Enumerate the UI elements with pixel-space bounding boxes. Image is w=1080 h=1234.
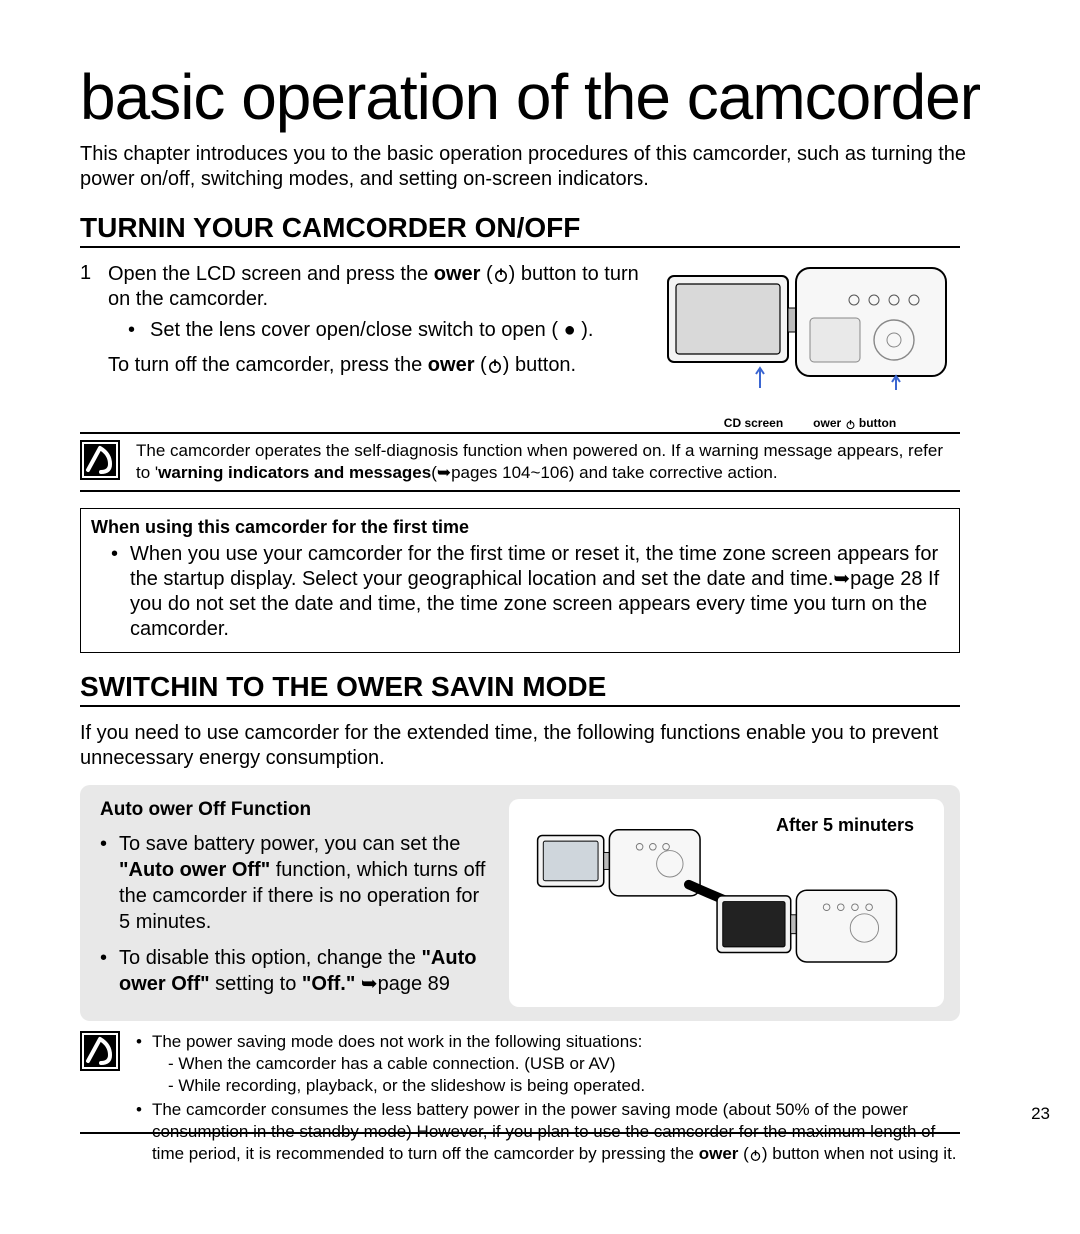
auto-power-off-desc: To save battery power, you can set the "… (119, 831, 495, 935)
bullet-dot: • (128, 318, 138, 343)
footer-rule (80, 1132, 960, 1134)
note2-sub2: - While recording, playback, or the slid… (168, 1075, 645, 1097)
chapter-intro: This chapter introduces you to the basic… (80, 142, 1080, 192)
section-turning-on-off: TURNIN YOUR CAMCORDER ON/OFF (80, 212, 960, 248)
step-open-lcd: Open the LCD screen and press the ower (… (108, 262, 642, 312)
first-time-body: When you use your camcorder for the firs… (130, 542, 949, 642)
page-title: basic operation of the camcorder (80, 60, 1080, 134)
callout-lcd-screen: CD screen (724, 411, 783, 436)
note-self-diagnosis: The camcorder operates the self-diagnosi… (80, 432, 960, 492)
step-turn-off: To turn off the camcorder, press the owe… (108, 353, 642, 378)
note2-sub1: - When the camcorder has a cable connect… (168, 1053, 645, 1075)
power-icon (493, 267, 509, 283)
page-number: 23 (1031, 1104, 1050, 1124)
note-icon (80, 440, 120, 480)
sub-bullet-lens-cover: Set the lens cover open/close switch to … (150, 318, 642, 343)
auto-power-off-title: Auto ower Off Function (100, 799, 495, 821)
after-5min-label: After 5 minuters (776, 815, 914, 836)
auto-power-off-panel: Auto ower Off Function • To save battery… (80, 785, 960, 1021)
after-5min-illustration: After 5 minuters (509, 799, 944, 1007)
power-icon (749, 1149, 762, 1162)
section2-intro: If you need to use camcorder for the ext… (80, 721, 940, 771)
note-power-saving-conditions: • The power saving mode does not work in… (80, 1031, 960, 1165)
auto-power-off-disable: To disable this option, change the "Auto… (119, 945, 495, 997)
callout-power-button: ower button (813, 411, 896, 436)
note-icon (80, 1031, 120, 1071)
first-time-title: When using this camcorder for the first … (91, 517, 949, 538)
power-icon (487, 358, 503, 374)
first-time-use-box: When using this camcorder for the first … (80, 508, 960, 653)
note2-line1: The power saving mode does not work in t… (152, 1031, 645, 1053)
camcorder-illustration: CD screen ower button (660, 258, 960, 408)
step-number: 1 (80, 262, 98, 408)
section-power-saving: SWITCHIN TO THE OWER SAVIN MODE (80, 671, 960, 707)
